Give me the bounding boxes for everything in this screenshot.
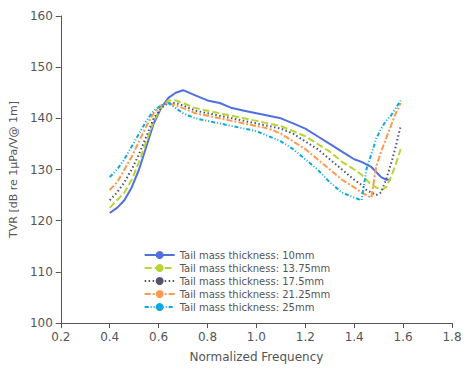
svg-text:140: 140 (30, 111, 53, 125)
svg-text:0.8: 0.8 (198, 330, 217, 344)
svg-text:Tail mass thickness: 25mm: Tail mass thickness: 25mm (179, 302, 315, 313)
svg-text:160: 160 (30, 9, 53, 23)
svg-text:1.6: 1.6 (394, 330, 413, 344)
svg-text:Tail mass thickness: 10mm: Tail mass thickness: 10mm (179, 250, 315, 261)
svg-text:Tail mass thickness: 13.75mm: Tail mass thickness: 13.75mm (179, 263, 331, 274)
svg-text:0.4: 0.4 (100, 330, 119, 344)
svg-text:Tail mass thickness: 17.5mm: Tail mass thickness: 17.5mm (179, 276, 324, 287)
svg-text:1.2: 1.2 (296, 330, 315, 344)
svg-text:1.8: 1.8 (442, 330, 461, 344)
svg-text:1.0: 1.0 (247, 330, 266, 344)
svg-text:0.2: 0.2 (51, 330, 70, 344)
svg-text:Tail mass thickness: 21.25mm: Tail mass thickness: 21.25mm (179, 289, 331, 300)
svg-text:110: 110 (30, 265, 53, 279)
svg-text:130: 130 (30, 163, 53, 177)
svg-text:100: 100 (30, 316, 53, 330)
svg-text:0.6: 0.6 (149, 330, 168, 344)
svg-text:1.4: 1.4 (345, 330, 364, 344)
svg-text:120: 120 (30, 214, 53, 228)
svg-text:TVR [dB re 1μPa/V@ 1m]: TVR [dB re 1μPa/V@ 1m] (7, 101, 20, 239)
svg-text:Normalized Frequency: Normalized Frequency (189, 350, 323, 364)
svg-text:150: 150 (30, 60, 53, 74)
